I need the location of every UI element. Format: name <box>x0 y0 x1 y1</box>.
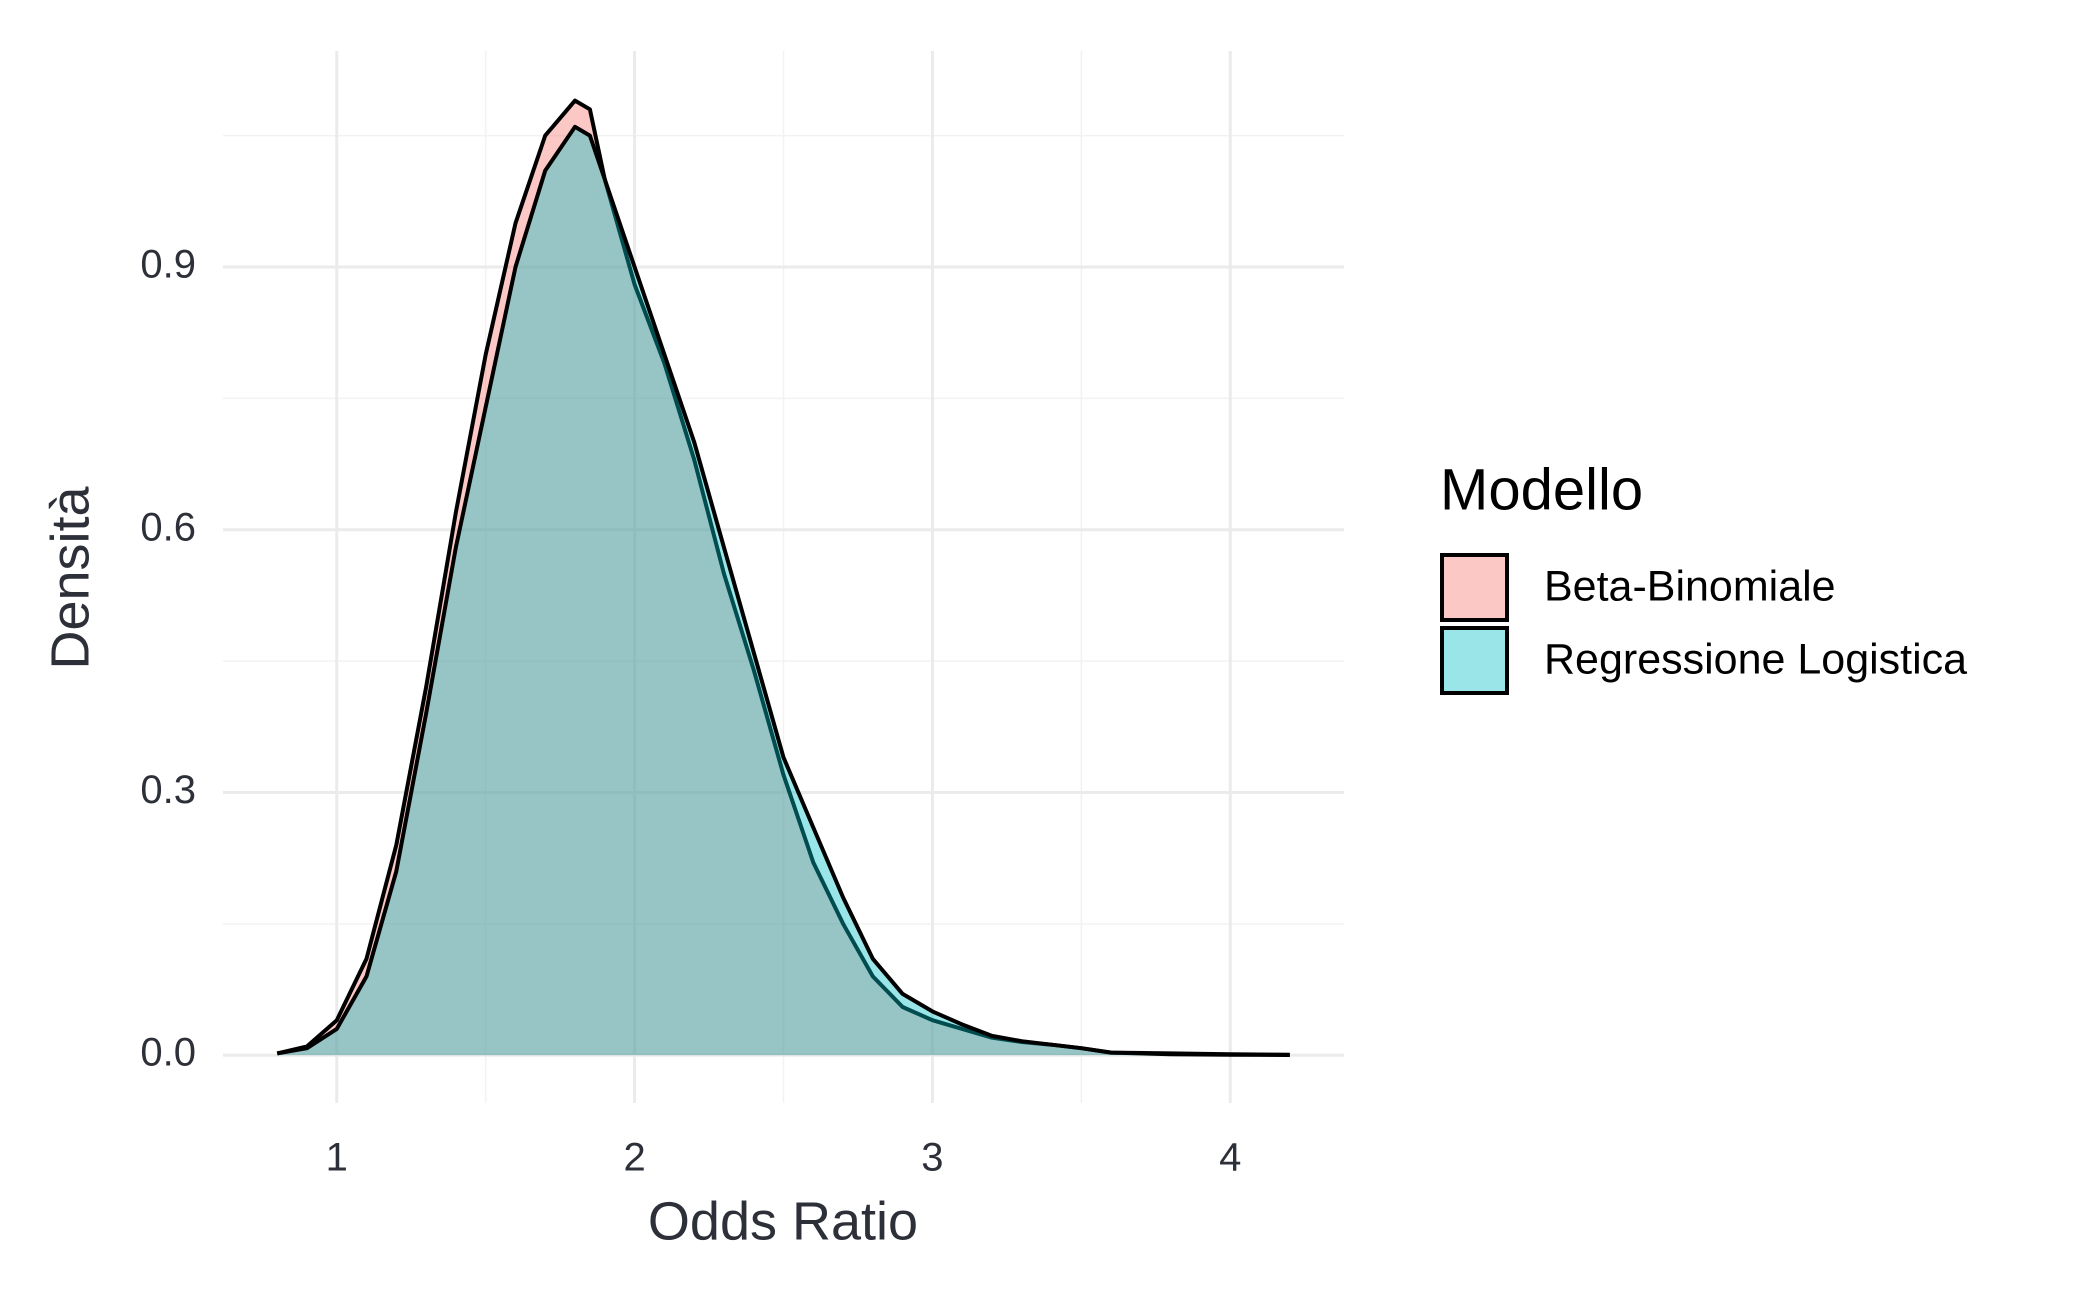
density-area <box>277 100 1290 1056</box>
x-axis-title: Odds Ratio <box>648 1191 918 1251</box>
legend-title: Modello <box>1440 457 1643 522</box>
legend-label: Regressione Logistica <box>1544 635 1967 683</box>
y-axis-title: Densità <box>40 485 100 669</box>
legend-label: Beta-Binomiale <box>1544 562 1836 610</box>
legend-key <box>1440 626 1509 695</box>
density-area <box>277 126 1290 1056</box>
x-tick-label: 2 <box>623 1136 645 1180</box>
y-tick-label: 0.3 <box>140 768 196 812</box>
x-tick-label: 1 <box>326 1136 348 1180</box>
legend-key <box>1440 553 1509 622</box>
x-tick-label: 4 <box>1219 1136 1241 1180</box>
y-tick-label: 0.9 <box>140 243 196 287</box>
density-line <box>276 124 1290 1057</box>
y-tick-label: 0.6 <box>140 505 196 549</box>
x-tick-label: 3 <box>921 1136 943 1180</box>
y-tick-label: 0.0 <box>140 1031 196 1075</box>
